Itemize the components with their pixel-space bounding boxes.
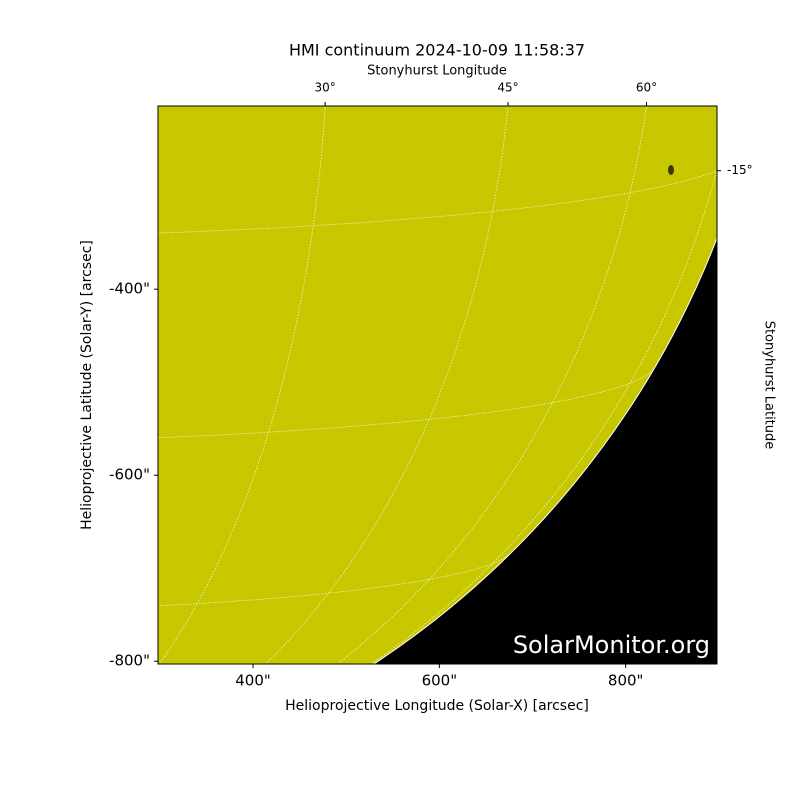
top-tick-label: 45° <box>497 81 518 95</box>
longitude-grid <box>370 167 717 664</box>
top-tick-label: 60° <box>636 81 657 95</box>
latitude-grid <box>0 697 320 735</box>
chart-title: HMI continuum 2024-10-09 11:58:37 <box>289 41 585 60</box>
y-tick-label: -800" <box>109 652 150 670</box>
x-tick-label: 600" <box>422 672 458 690</box>
y-tick-label: -400" <box>109 280 150 298</box>
plot-frame <box>157 105 718 665</box>
y-axis-label: Helioprojective Latitude (Solar-Y) [arcs… <box>79 240 95 530</box>
sunspot <box>668 165 674 175</box>
top-tick-label: 30° <box>315 81 336 95</box>
x-axis-label: Helioprojective Longitude (Solar-X) [arc… <box>285 698 589 714</box>
longitude-grid <box>0 0 112 800</box>
right-tick-label: -15° <box>727 163 753 177</box>
x-tick-label: 400" <box>235 672 271 690</box>
latitude-grid <box>0 0 777 11</box>
x-tick-label: 800" <box>608 672 644 690</box>
right-axis-label: Stonyhurst Latitude <box>762 321 777 450</box>
latitude-grid <box>0 787 92 800</box>
y-tick-label: -600" <box>109 466 150 484</box>
top-axis-label: Stonyhurst Longitude <box>367 64 507 79</box>
longitude-grid <box>336 106 647 664</box>
watermark: SolarMonitor.org <box>513 631 710 659</box>
